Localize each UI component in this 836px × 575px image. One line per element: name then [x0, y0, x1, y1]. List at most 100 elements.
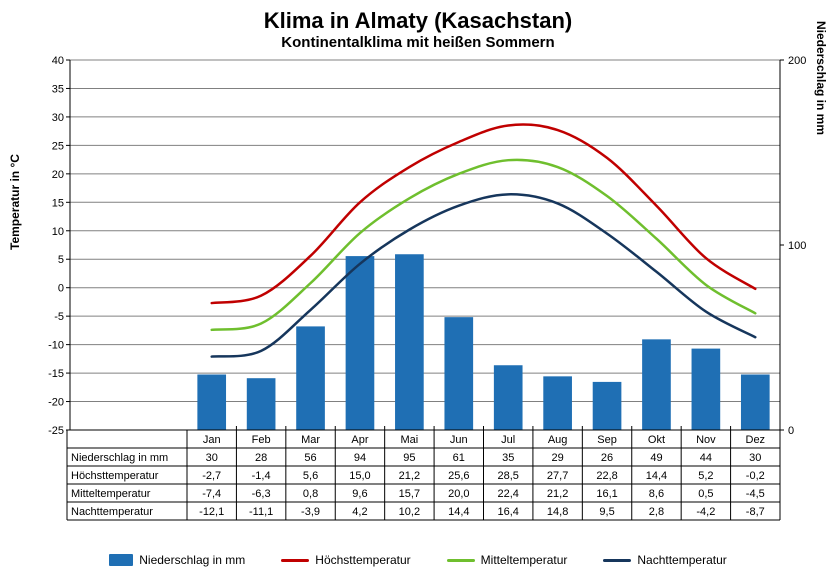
- month-header: Jul: [501, 434, 515, 446]
- climate-chart: Klima in Almaty (Kasachstan) Kontinental…: [0, 0, 836, 575]
- table-cell: -11,1: [249, 506, 273, 518]
- table-cell: 35: [502, 452, 514, 464]
- svg-text:-15: -15: [48, 368, 64, 380]
- table-cell: -8,7: [746, 506, 765, 518]
- line-Nachttemperatur: [212, 194, 756, 356]
- table-cell: 22,4: [497, 488, 518, 500]
- table-cell: 14,8: [547, 506, 568, 518]
- svg-text:0: 0: [788, 425, 794, 437]
- svg-text:0: 0: [58, 283, 64, 295]
- table-cell: 28,5: [497, 470, 518, 482]
- table-cell: -4,5: [746, 488, 765, 500]
- table-cell: -3,9: [301, 506, 320, 518]
- svg-text:-25: -25: [48, 425, 64, 437]
- table-cell: 21,2: [399, 470, 420, 482]
- month-header: Nov: [696, 434, 716, 446]
- legend-label: Mitteltemperatur: [481, 553, 568, 567]
- svg-text:40: 40: [52, 55, 64, 67]
- bar-precip: [296, 326, 325, 430]
- svg-text:10: 10: [52, 226, 64, 238]
- month-header: Dez: [746, 434, 766, 446]
- table-cell: 15,7: [399, 488, 420, 500]
- table-cell: 0,5: [698, 488, 713, 500]
- table-cell: 16,1: [596, 488, 617, 500]
- month-header: Jan: [203, 434, 221, 446]
- svg-text:35: 35: [52, 83, 64, 95]
- bar-precip: [593, 382, 622, 430]
- month-header: Mar: [301, 434, 320, 446]
- table-cell: 26: [601, 452, 613, 464]
- table-cell: 95: [403, 452, 415, 464]
- table-cell: 25,6: [448, 470, 469, 482]
- y-right-axis-label: Niederschlag in mm: [814, 21, 828, 135]
- table-cell: -7,4: [202, 488, 221, 500]
- svg-text:30: 30: [52, 112, 64, 124]
- table-cell: 28: [255, 452, 267, 464]
- table-cell: 2,8: [649, 506, 664, 518]
- month-header: Feb: [252, 434, 271, 446]
- bar-precip: [395, 254, 424, 430]
- bar-precip: [741, 375, 770, 431]
- table-cell: -4,2: [696, 506, 715, 518]
- table-cell: 14,4: [448, 506, 469, 518]
- legend-label: Höchsttemperatur: [315, 553, 410, 567]
- table-cell: 14,4: [646, 470, 667, 482]
- table-cell: 94: [354, 452, 366, 464]
- legend-label: Nachttemperatur: [637, 553, 726, 567]
- table-row-label: Niederschlag in mm: [71, 452, 168, 464]
- table-cell: 0,8: [303, 488, 318, 500]
- bar-precip: [247, 378, 276, 430]
- legend-swatch-line: [447, 559, 475, 562]
- month-header: Aug: [548, 434, 568, 446]
- svg-text:100: 100: [788, 240, 806, 252]
- table-cell: -0,2: [746, 470, 765, 482]
- table-row-label: Nachttemperatur: [71, 506, 153, 518]
- bar-precip: [494, 365, 523, 430]
- table-cell: 4,2: [352, 506, 367, 518]
- legend-item-precip: Niederschlag in mm: [109, 553, 245, 567]
- chart-canvas: -25-20-15-10-505101520253035400100200Jan…: [0, 0, 836, 575]
- table-cell: 30: [206, 452, 218, 464]
- svg-text:200: 200: [788, 55, 806, 67]
- table-cell: 9,5: [599, 506, 614, 518]
- legend-swatch-bar: [109, 554, 133, 566]
- table-row-label: Höchsttemperatur: [71, 470, 159, 482]
- legend-item-night: Nachttemperatur: [603, 553, 726, 567]
- month-header: Mai: [401, 434, 419, 446]
- table-cell: 16,4: [497, 506, 518, 518]
- table-cell: 49: [650, 452, 662, 464]
- table-cell: 20,0: [448, 488, 469, 500]
- legend: Niederschlag in mm Höchsttemperatur Mitt…: [0, 553, 836, 567]
- table-cell: 22,8: [596, 470, 617, 482]
- legend-swatch-line: [281, 559, 309, 562]
- legend-item-high: Höchsttemperatur: [281, 553, 410, 567]
- month-header: Apr: [351, 434, 368, 446]
- table-cell: 27,7: [547, 470, 568, 482]
- chart-title: Klima in Almaty (Kasachstan): [0, 8, 836, 34]
- table-cell: 5,2: [698, 470, 713, 482]
- table-row-label: Mitteltemperatur: [71, 488, 151, 500]
- table-cell: 61: [453, 452, 465, 464]
- table-cell: -2,7: [202, 470, 221, 482]
- table-cell: -1,4: [252, 470, 271, 482]
- legend-item-mean: Mitteltemperatur: [447, 553, 568, 567]
- svg-text:5: 5: [58, 254, 64, 266]
- line-Mitteltemperatur: [212, 160, 756, 330]
- table-cell: 10,2: [399, 506, 420, 518]
- table-cell: 8,6: [649, 488, 664, 500]
- table-cell: 30: [749, 452, 761, 464]
- table-cell: 56: [304, 452, 316, 464]
- bar-precip: [642, 339, 671, 430]
- month-header: Jun: [450, 434, 468, 446]
- legend-label: Niederschlag in mm: [139, 553, 245, 567]
- month-header: Okt: [648, 434, 665, 446]
- bar-precip: [346, 256, 375, 430]
- table-cell: 15,0: [349, 470, 370, 482]
- table-cell: -6,3: [252, 488, 271, 500]
- bar-precip: [692, 349, 721, 430]
- svg-text:-10: -10: [48, 340, 64, 352]
- table-cell: 21,2: [547, 488, 568, 500]
- svg-text:25: 25: [52, 140, 64, 152]
- y-left-axis-label: Temperatur in °C: [8, 154, 22, 250]
- table-cell: -12,1: [199, 506, 224, 518]
